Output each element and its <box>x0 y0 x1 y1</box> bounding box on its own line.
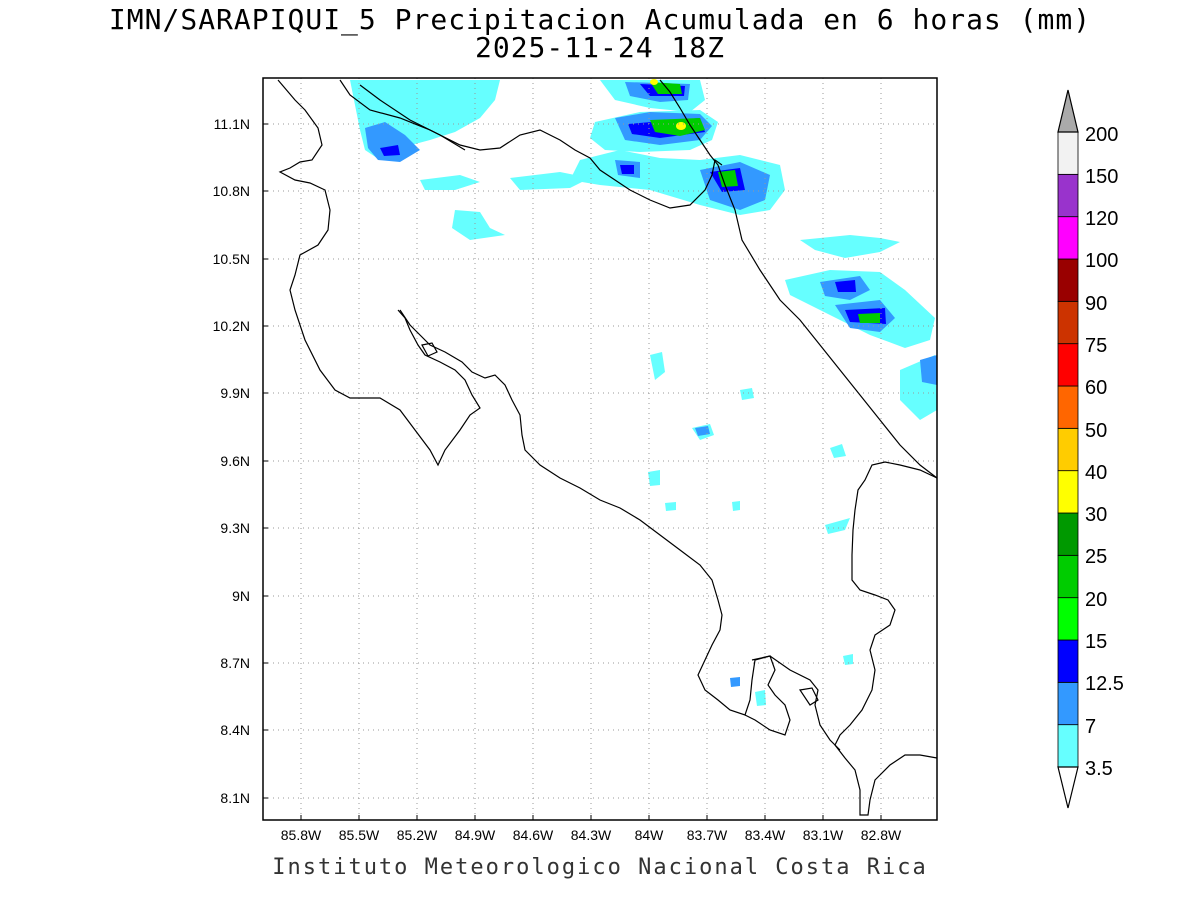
colorbar-label: 60 <box>1085 377 1107 399</box>
colorbar-max-triangle <box>1057 89 1079 133</box>
lat-tick-label: 9.9N <box>220 385 250 401</box>
lat-tick-label: 9N <box>232 588 250 604</box>
colorbar-swatch <box>1057 300 1079 345</box>
colorbar-label: 30 <box>1085 504 1107 526</box>
lon-tick-label: 82.8W <box>861 827 902 843</box>
lat-tick-label: 9.6N <box>220 453 250 469</box>
colorbar-label: 150 <box>1085 166 1118 188</box>
lon-tick-label: 83.4W <box>745 827 786 843</box>
lon-tick-label: 85.8W <box>281 827 322 843</box>
lat-tick-label: 8.1N <box>220 790 250 806</box>
lat-tick-label: 10.5N <box>213 251 250 267</box>
axis-ticks <box>263 123 882 820</box>
colorbar-swatch <box>1057 512 1079 556</box>
lon-tick-label: 83.7W <box>687 827 728 843</box>
lat-tick-label: 8.4N <box>220 722 250 738</box>
colorbar-swatch <box>1057 724 1079 768</box>
lon-tick-label: 85.2W <box>397 827 438 843</box>
colorbar-swatch <box>1057 258 1079 302</box>
lat-tick-label: 10.2N <box>213 318 250 334</box>
colorbar-label: 200 <box>1085 124 1118 146</box>
colorbar-label: 50 <box>1085 420 1107 442</box>
colorbar-swatch <box>1057 639 1079 683</box>
colorbar-label: 20 <box>1085 589 1107 611</box>
colorbar-swatch <box>1057 554 1079 599</box>
map-gridlines <box>263 78 937 820</box>
lat-tick-label: 11.1N <box>214 116 250 132</box>
colorbar: 3.5 7 12.5 15 20 25 30 40 50 60 75 90 10… <box>1057 89 1124 809</box>
colorbar-swatch <box>1057 470 1079 514</box>
lat-tick-labels: 11.1N 10.8N 10.5N 10.2N 9.9N 9.6N 9.3N 9… <box>213 116 250 806</box>
colorbar-label: 12.5 <box>1085 673 1124 695</box>
lon-tick-label: 84W <box>635 827 665 843</box>
colorbar-swatch <box>1057 427 1079 472</box>
colorbar-swatch <box>1057 216 1079 260</box>
lat-tick-label: 8.7N <box>220 655 250 671</box>
map-datetime: 2025-11-24 18Z <box>474 31 725 64</box>
lat-tick-label: 9.3N <box>220 520 250 536</box>
colorbar-swatch <box>1057 173 1079 218</box>
lon-tick-label: 84.6W <box>513 827 554 843</box>
colorbar-swatch <box>1057 343 1079 387</box>
footer-credit: Instituto Meteorologico Nacional Costa R… <box>272 855 928 880</box>
precipitation-field <box>350 79 937 706</box>
colorbar-label: 100 <box>1085 250 1118 272</box>
colorbar-label: 90 <box>1085 293 1107 315</box>
colorbar-label: 15 <box>1085 631 1107 653</box>
lon-tick-label: 84.3W <box>571 827 612 843</box>
coastline-borders <box>277 79 938 816</box>
colorbar-label: 120 <box>1085 208 1118 230</box>
lon-tick-label: 83.1W <box>803 827 844 843</box>
colorbar-label: 3.5 <box>1085 758 1113 780</box>
map-title: IMN/SARAPIQUI_5 Precipitacion Acumulada … <box>108 3 1092 36</box>
colorbar-label: 7 <box>1085 716 1096 738</box>
colorbar-min-triangle <box>1057 766 1079 809</box>
colorbar-label: 75 <box>1085 335 1107 357</box>
colorbar-swatch <box>1057 597 1079 641</box>
colorbar-label: 40 <box>1085 462 1107 484</box>
lon-tick-label: 84.9W <box>455 827 496 843</box>
colorbar-swatch <box>1057 385 1079 429</box>
lat-tick-label: 10.8N <box>213 183 250 199</box>
colorbar-swatch <box>1057 681 1079 726</box>
map-frame <box>262 77 938 821</box>
lon-tick-label: 85.5W <box>339 827 380 843</box>
lon-tick-labels: 85.8W 85.5W 85.2W 84.9W 84.6W 84.3W 84W … <box>281 827 902 843</box>
colorbar-swatch <box>1057 131 1079 175</box>
colorbar-label: 25 <box>1085 546 1107 568</box>
